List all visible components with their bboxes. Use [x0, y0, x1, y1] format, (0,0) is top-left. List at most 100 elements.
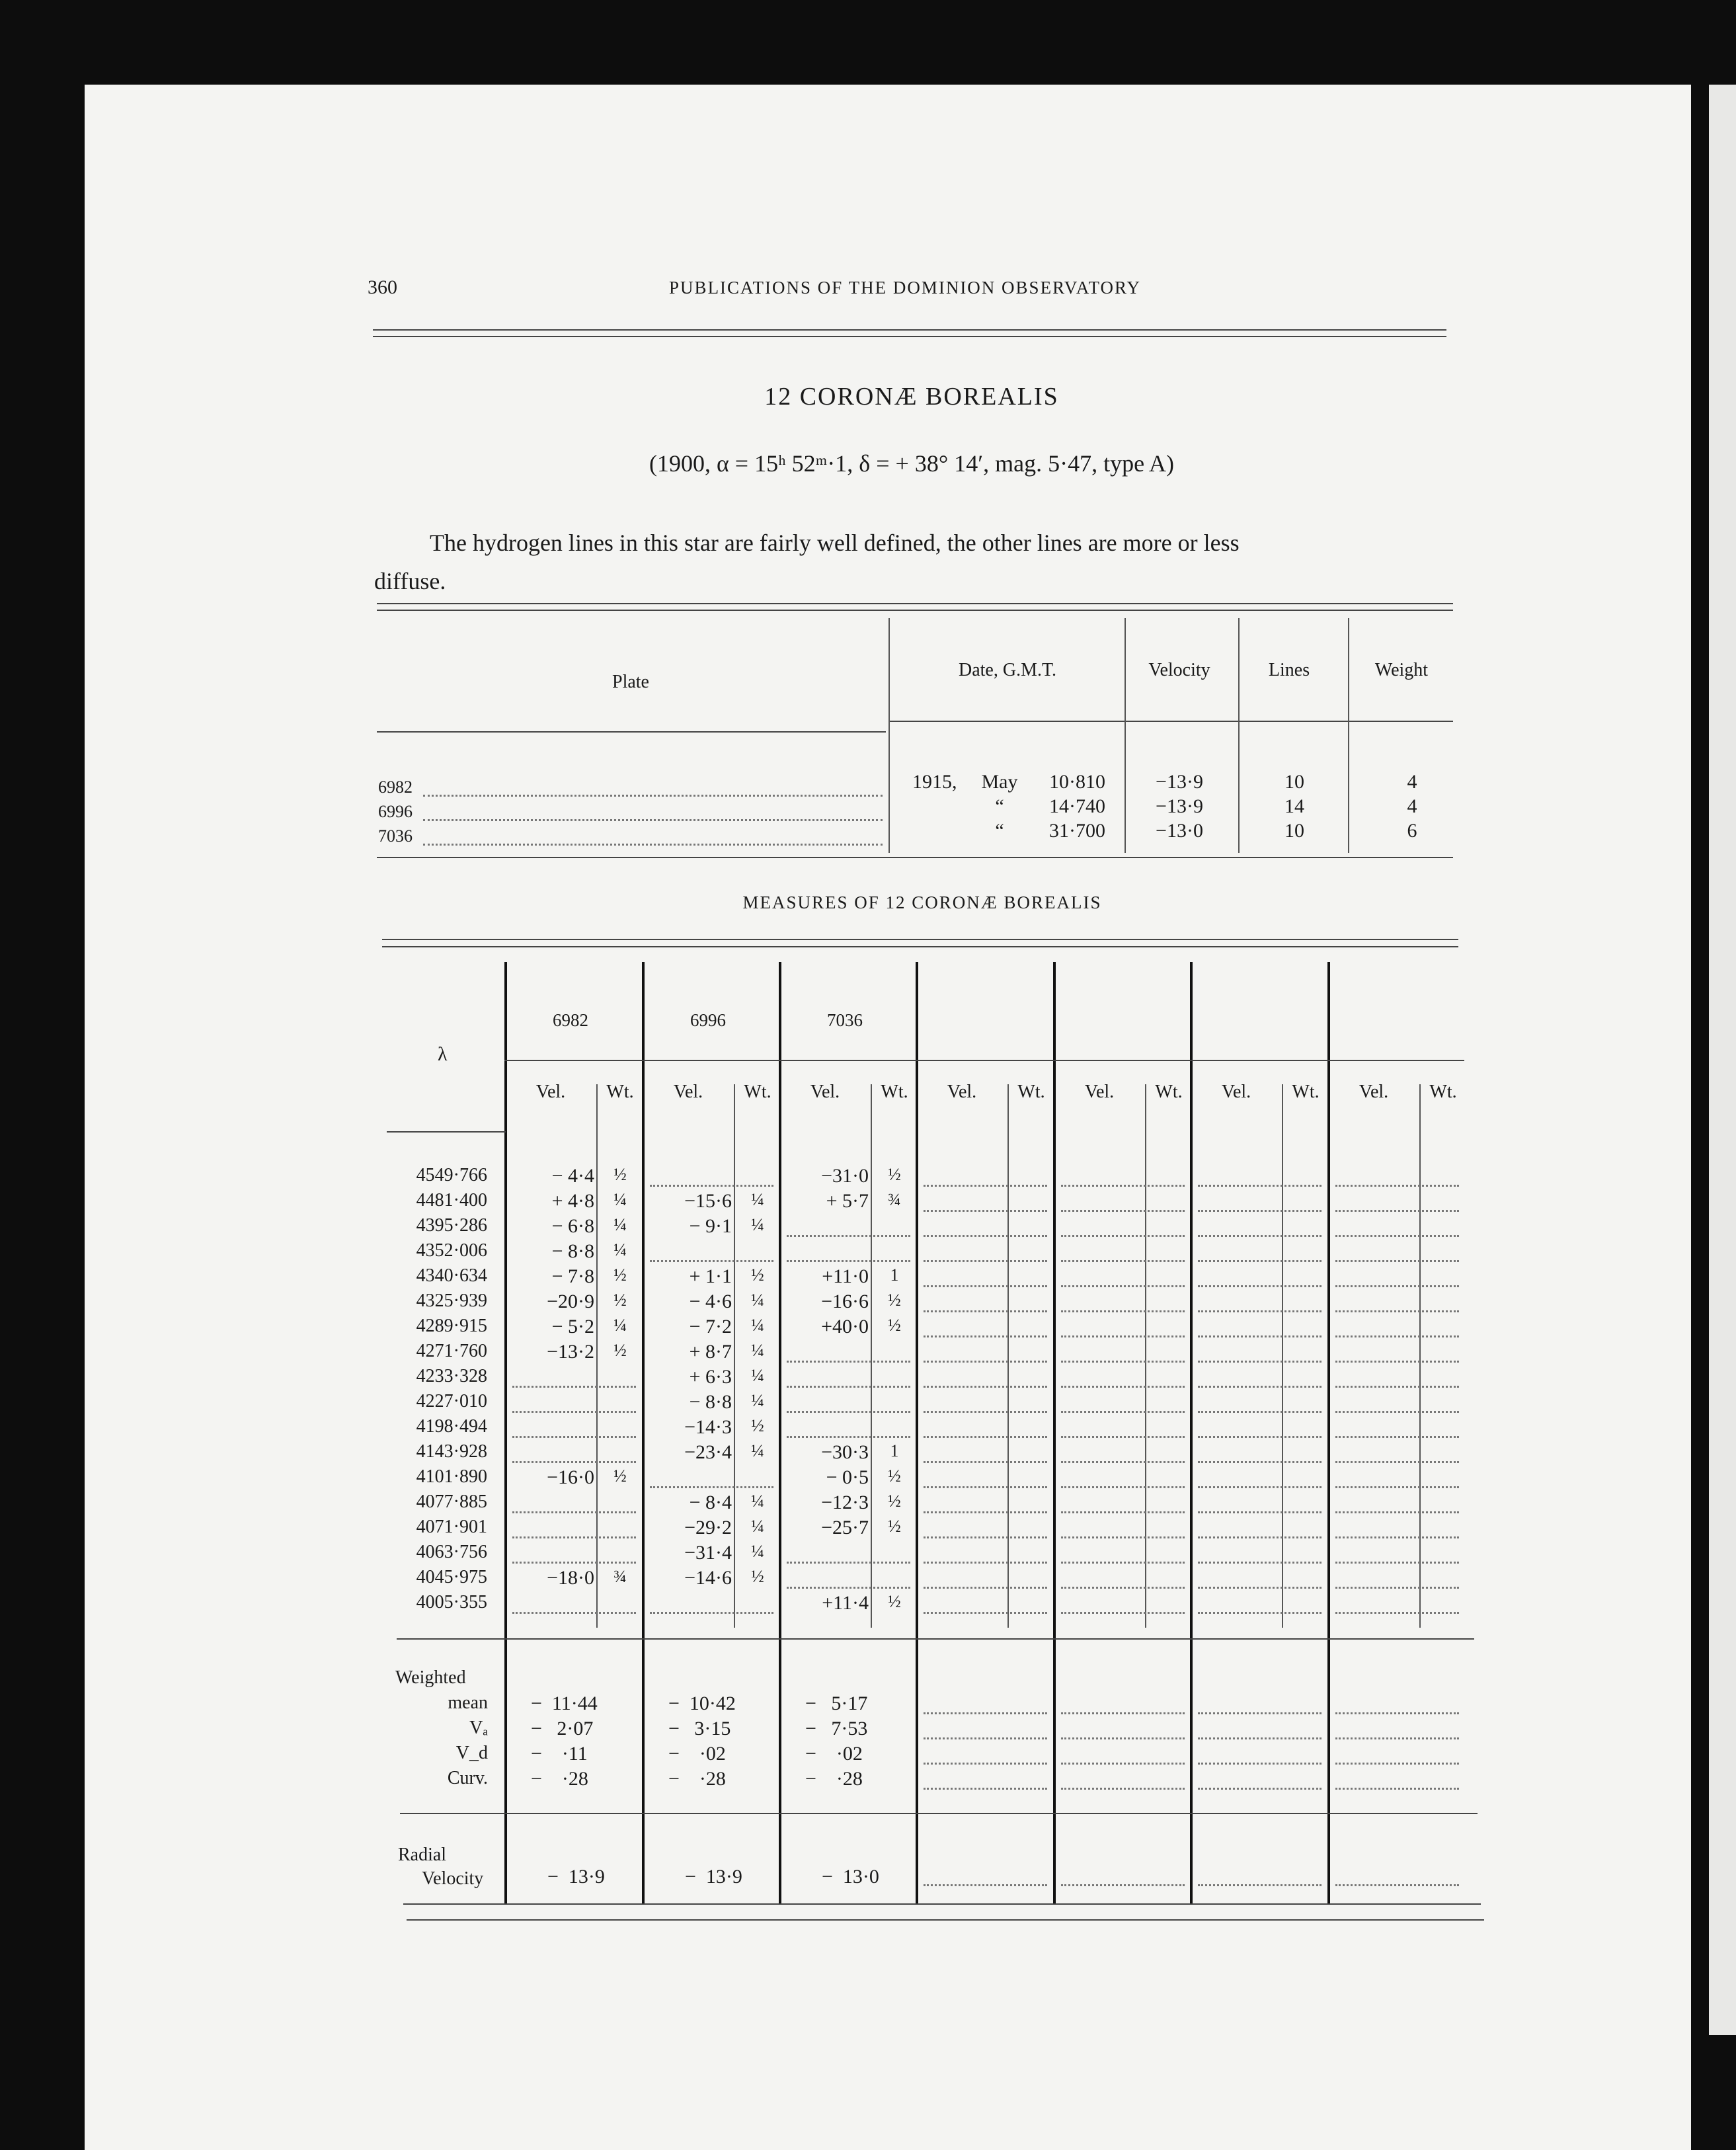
dot-leader	[1335, 1536, 1459, 1538]
dot-leader	[787, 1260, 910, 1262]
velocity-value: −16·6	[821, 1291, 869, 1312]
velocity-value: +40·0	[821, 1316, 869, 1337]
dot-leader	[1335, 1712, 1459, 1714]
wt-header: Wt.	[606, 1082, 634, 1102]
dot-leader	[1335, 1511, 1459, 1513]
rule	[377, 731, 886, 733]
velocity-value: −13·2	[547, 1341, 594, 1363]
vel-wt-divider	[1007, 1084, 1009, 1628]
dot-leader	[512, 1461, 636, 1463]
weight-value: ½	[888, 1291, 901, 1310]
summary-value: − ·11	[531, 1743, 588, 1765]
column-divider	[1238, 618, 1240, 853]
wt-header: Wt.	[1155, 1082, 1183, 1102]
rule	[377, 857, 1453, 858]
date-day: 31·700	[1049, 820, 1105, 842]
dot-leader	[1198, 1235, 1322, 1237]
vel-header: Vel.	[1084, 1082, 1115, 1102]
weight-value: ¼	[751, 1391, 764, 1410]
dot-leader	[423, 819, 883, 821]
velocity-value: −18·0	[547, 1567, 594, 1589]
wavelength: 4325·939	[416, 1291, 487, 1311]
dot-leader	[1198, 1511, 1322, 1513]
dot-leader	[1198, 1361, 1322, 1363]
weight: 4	[1407, 771, 1417, 793]
dot-leader	[1061, 1536, 1185, 1538]
dot-leader	[1061, 1461, 1185, 1463]
summary-label: V_d	[455, 1743, 488, 1763]
velocity-value: −20·9	[547, 1291, 594, 1312]
dot-leader	[1335, 1436, 1459, 1438]
dot-leader	[1061, 1386, 1185, 1388]
radial-label-2: Velocity	[422, 1868, 484, 1889]
dot-leader	[1061, 1486, 1185, 1488]
lines: 14	[1284, 795, 1304, 817]
summary-value: − 5·17	[805, 1692, 868, 1714]
vel-wt-divider	[1282, 1084, 1283, 1628]
weight-value: ¼	[613, 1215, 627, 1234]
dot-leader	[423, 795, 883, 797]
dot-leader	[924, 1587, 1047, 1589]
dot-leader	[1335, 1612, 1459, 1614]
dot-leader	[1061, 1562, 1185, 1564]
dot-leader	[1198, 1185, 1322, 1187]
weight-value: ½	[888, 1517, 901, 1536]
velocity-value: −30·3	[821, 1441, 869, 1463]
wavelength: 4271·760	[416, 1341, 487, 1361]
dot-leader	[924, 1763, 1047, 1765]
wt-header: Wt.	[881, 1082, 908, 1102]
wavelength: 4045·975	[416, 1567, 487, 1587]
date-year: 1915,	[912, 771, 957, 793]
dot-leader	[924, 1536, 1047, 1538]
dot-leader	[1061, 1335, 1185, 1337]
velocity-value: −16·0	[547, 1466, 594, 1488]
rule	[373, 336, 1446, 337]
next-page-edge	[1709, 85, 1736, 2035]
weight: 4	[1407, 795, 1417, 817]
plate-column-divider	[1190, 962, 1193, 1904]
summary-value: − 11·44	[531, 1692, 598, 1714]
column-divider	[1348, 618, 1349, 853]
plate-column-divider	[642, 962, 645, 1904]
velocity-value: − 6·8	[551, 1215, 594, 1237]
weight-value: ½	[751, 1567, 764, 1586]
dot-leader	[1198, 1386, 1322, 1388]
dot-leader	[1335, 1587, 1459, 1589]
header-date: Date, G.M.T.	[959, 660, 1056, 680]
dot-leader	[1198, 1562, 1322, 1564]
dot-leader	[512, 1386, 636, 1388]
dot-leader	[1198, 1210, 1322, 1212]
wavelength: 4549·766	[416, 1165, 487, 1185]
plate-column-divider	[1053, 962, 1056, 1904]
header-plate: Plate	[612, 672, 649, 692]
dot-leader	[1335, 1411, 1459, 1413]
summary-value: − ·28	[531, 1768, 588, 1790]
velocity-value: + 5·7	[826, 1190, 869, 1212]
plate-column-divider	[1327, 962, 1330, 1904]
dot-leader	[1198, 1884, 1322, 1886]
dot-leader	[1198, 1411, 1322, 1413]
weight-value: 1	[890, 1441, 899, 1460]
lambda-header: λ	[438, 1043, 448, 1065]
lines: 10	[1284, 820, 1304, 842]
dot-leader	[1198, 1712, 1322, 1714]
dot-leader	[924, 1486, 1047, 1488]
dot-leader	[924, 1436, 1047, 1438]
summary-value: − 2·07	[531, 1718, 594, 1739]
vel-wt-divider	[1145, 1084, 1146, 1628]
velocity-value: − 7·8	[551, 1265, 594, 1287]
dot-leader	[1061, 1235, 1185, 1237]
rule	[373, 329, 1446, 331]
dot-leader	[924, 1712, 1047, 1714]
dot-leader	[924, 1737, 1047, 1739]
velocity-value: − 7·2	[689, 1316, 732, 1337]
dot-leader	[924, 1260, 1047, 1262]
dot-leader	[1335, 1461, 1459, 1463]
velocity-value: + 1·1	[689, 1265, 732, 1287]
dot-leader	[787, 1235, 910, 1237]
date-month: “	[995, 795, 1004, 817]
wavelength: 4198·494	[416, 1416, 487, 1437]
header-velocity: Velocity	[1148, 660, 1210, 680]
dot-leader	[787, 1386, 910, 1388]
date-month: May	[981, 771, 1018, 793]
